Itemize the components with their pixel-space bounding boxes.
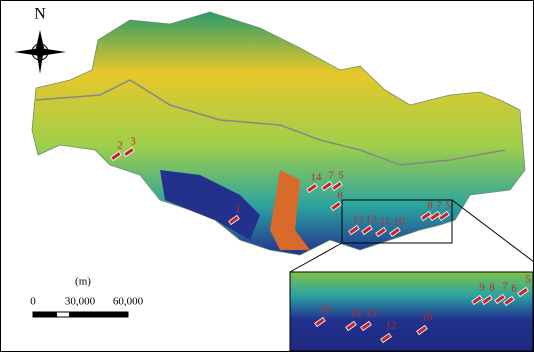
north-label: N bbox=[34, 6, 46, 23]
inset-site-label: 13 bbox=[366, 308, 378, 320]
site-label: 2 bbox=[117, 140, 123, 152]
inset-site-label: 8 bbox=[489, 282, 495, 294]
site-label: 13 bbox=[353, 214, 365, 226]
site-label: 5 bbox=[338, 170, 344, 182]
inset-site-label: 12 bbox=[386, 320, 397, 332]
site-label: 10 bbox=[394, 216, 406, 228]
legend-unit: (m) bbox=[75, 276, 91, 288]
site-label: 12 bbox=[366, 214, 377, 226]
scale-label: 0 bbox=[30, 296, 36, 308]
inset-site-label: 16 bbox=[320, 304, 332, 316]
site-label: 1 bbox=[235, 204, 241, 216]
inset-site-label: 7 bbox=[502, 281, 508, 293]
site-label: 7 bbox=[328, 170, 334, 182]
site-label: 14 bbox=[311, 172, 323, 184]
inset-site-label: 6 bbox=[511, 283, 517, 295]
scale-label: 30,000 bbox=[65, 296, 96, 308]
site-label: 3 bbox=[130, 136, 136, 148]
scale-bar bbox=[33, 312, 128, 317]
inset-site-label: 5 bbox=[525, 274, 531, 286]
site-label: 8 bbox=[337, 190, 343, 202]
site-label: 11 bbox=[380, 216, 391, 228]
scale-label: 60,000 bbox=[113, 296, 144, 308]
inset-site-label: 14 bbox=[351, 308, 363, 320]
map: N (m) 0 30,000 60,000 231147581312111087… bbox=[0, 0, 534, 352]
site-label: 5 bbox=[445, 200, 451, 212]
inset-site-label: 9 bbox=[479, 282, 485, 294]
site-label: 8 bbox=[427, 200, 433, 212]
inset-site-label: 10 bbox=[422, 312, 434, 324]
site-label: 7 bbox=[436, 200, 442, 212]
